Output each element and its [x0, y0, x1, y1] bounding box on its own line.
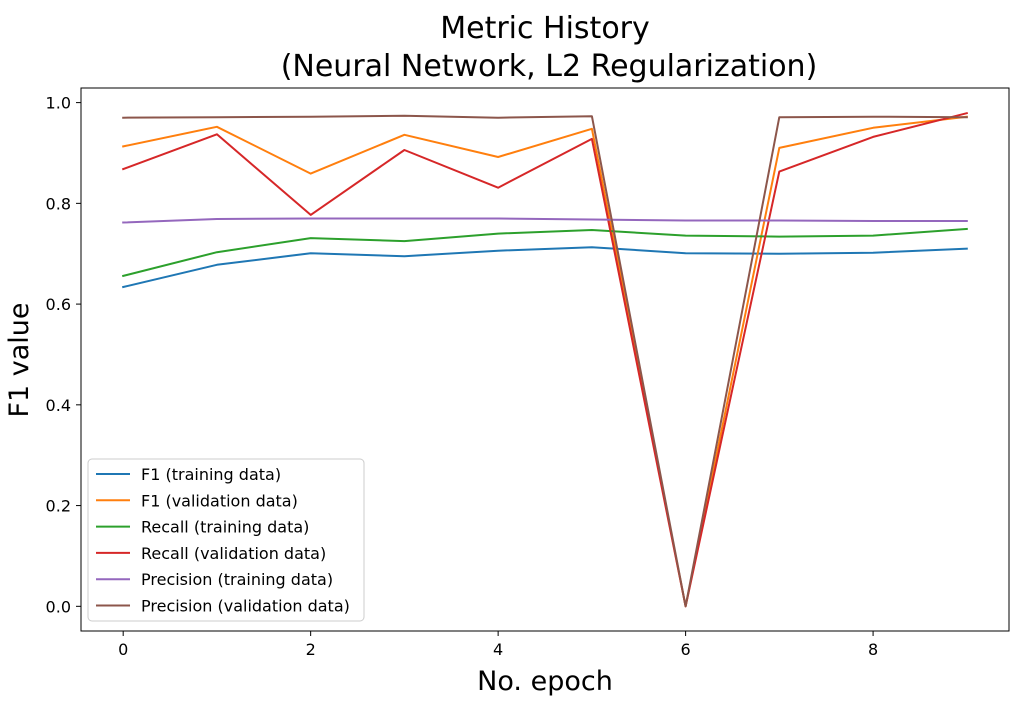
y-tick-label: 0.4 [46, 396, 71, 415]
y-tick-label: 1.0 [46, 94, 71, 113]
legend-label-2: Recall (training data) [141, 518, 309, 537]
series-layer [121, 111, 969, 608]
series-line-0 [121, 246, 968, 289]
series-line-4 [122, 217, 968, 224]
y-tick-label: 0.2 [46, 497, 71, 516]
legend-label-0: F1 (training data) [141, 465, 281, 484]
series-line-1 [122, 115, 968, 608]
legend-label-4: Precision (training data) [141, 570, 333, 589]
x-axis-ticks: 0 2 4 6 8 [118, 631, 878, 659]
legend-label-3: Recall (validation data) [141, 544, 326, 563]
y-tick-label: 0.6 [46, 295, 71, 314]
x-tick-label: 2 [306, 640, 316, 659]
y-axis-label: F1 value [4, 302, 35, 417]
chart-title-line-2: (Neural Network, L2 Regularization) [281, 49, 818, 84]
chart-title-line-1: Metric History [440, 11, 650, 46]
x-tick-label: 8 [868, 640, 878, 659]
y-axis-ticks: 0.0 0.2 0.4 0.6 0.8 1.0 [46, 94, 81, 616]
series-line-3 [121, 111, 969, 608]
x-tick-label: 0 [118, 640, 128, 659]
plot-area-frame [80, 87, 1010, 632]
series-line-5 [122, 114, 968, 608]
legend-label-1: F1 (validation data) [141, 491, 298, 510]
legend-label-5: Precision (validation data) [141, 597, 350, 616]
series-line-2 [121, 227, 968, 278]
x-tick-label: 4 [493, 640, 503, 659]
legend: F1 (training data) F1 (validation data) Re… [87, 458, 365, 622]
y-tick-label: 0.0 [46, 597, 71, 616]
y-tick-label: 0.8 [46, 194, 71, 213]
x-axis-label: No. epoch [477, 666, 613, 697]
x-tick-label: 6 [681, 640, 691, 659]
legend-frame [87, 458, 365, 622]
